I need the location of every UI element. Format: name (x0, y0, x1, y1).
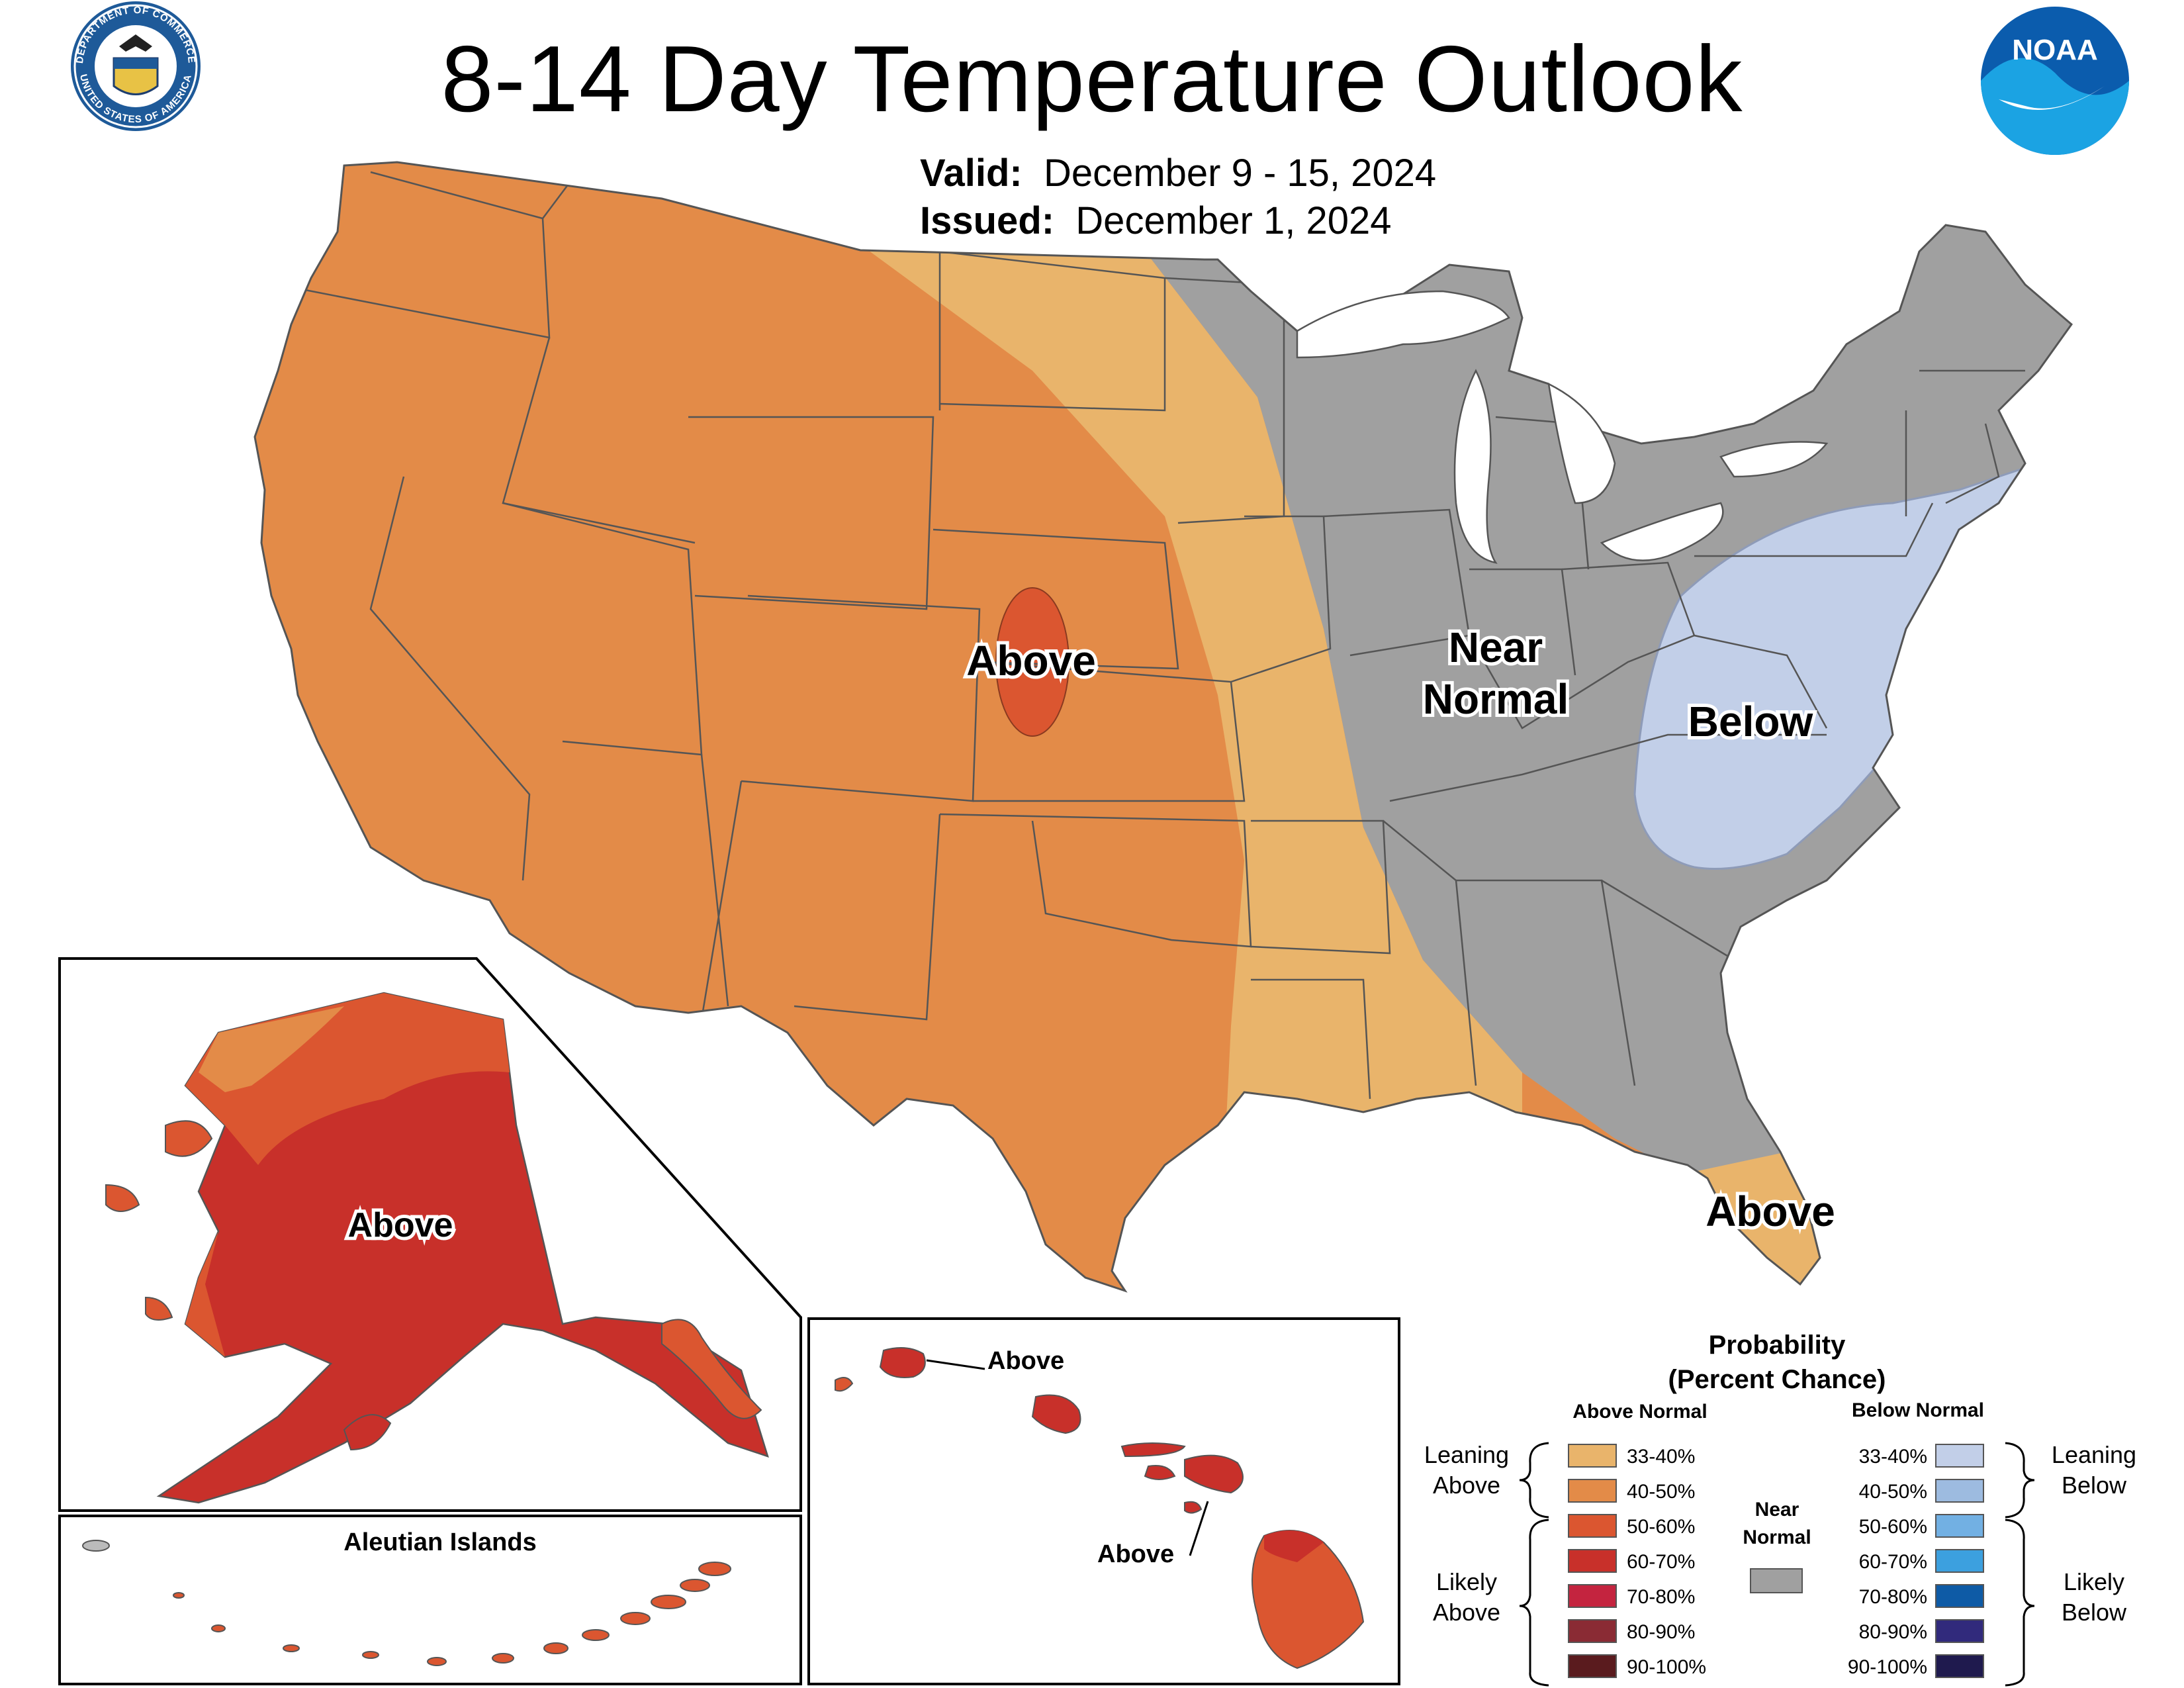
map-title: 8-14 Day Temperature Outlook (441, 26, 1743, 132)
legend-above-bin-swatch (1568, 1654, 1617, 1678)
legend-below-bin-label: 50-60% (1859, 1516, 1927, 1538)
conus-below-normal-area (1633, 461, 2040, 870)
legend-above-bin-swatch (1568, 1479, 1617, 1503)
commerce-seal-logo: DEPARTMENT OF COMMERCE UNITED STATES OF … (71, 1, 201, 131)
legend-likely-below-1: Likely (2064, 1568, 2124, 1595)
florida-above-label: Above (1706, 1188, 1835, 1235)
legend-near-1: Near (1755, 1499, 1799, 1521)
legend-above-bin-label: 80-90% (1627, 1621, 1695, 1643)
near-normal-label-2: Normal (1423, 675, 1569, 723)
valid-dates: December 9 - 15, 2024 (1043, 152, 1437, 195)
aleutian-title: Aleutian Islands (343, 1528, 536, 1556)
issued-line: Issued: December 1, 2024 (920, 199, 1391, 243)
issued-label: Issued: (920, 199, 1055, 242)
legend-below-bin-swatch (1935, 1619, 1984, 1643)
legend-below-bin-swatch (1935, 1479, 1984, 1503)
legend-below-bin-swatch (1935, 1549, 1984, 1573)
alaska-above-40-50 (199, 1006, 344, 1092)
legend-near-2: Normal (1743, 1526, 1811, 1548)
alaska-above-label: Above (348, 1206, 453, 1244)
legend-above-bin-label: 50-60% (1627, 1516, 1695, 1538)
hawaii-above-label-1: Above (987, 1347, 1064, 1375)
legend-leaning-above-2: Above (1433, 1472, 1500, 1499)
legend-above-bin-label: 40-50% (1627, 1481, 1695, 1503)
legend-above-bin-label: 60-70% (1627, 1551, 1695, 1573)
probability-legend: Probability (Percent Chance) Above Norma… (1424, 1331, 2136, 1687)
legend-below-header: Below Normal (1852, 1399, 1984, 1421)
conus-above-33-40-band (834, 225, 1522, 1158)
legend-below-bin-label: 80-90% (1859, 1621, 1927, 1643)
great-lakes (1296, 290, 1829, 564)
issued-date: December 1, 2024 (1075, 199, 1392, 242)
legend-above-bin-swatch (1568, 1514, 1617, 1538)
legend-likely-above-1: Likely (1436, 1568, 1497, 1595)
noaa-logo: NOAA (1981, 7, 2129, 155)
legend-below-bin-label: 40-50% (1859, 1481, 1927, 1503)
legend-leaning-below-1: Leaning (2052, 1441, 2136, 1468)
valid-label: Valid: (920, 152, 1023, 195)
aleutian-inset: Aleutian Islands (58, 1515, 802, 1685)
legend-above-bin-swatch (1568, 1444, 1617, 1468)
noaa-logo-text: NOAA (2012, 34, 2098, 66)
legend-below-bin-swatch (1935, 1654, 1984, 1678)
near-normal-label-1: Near (1449, 624, 1543, 671)
legend-likely-below-2: Below (2062, 1599, 2127, 1626)
legend-above-bin-label: 33-40% (1627, 1446, 1695, 1468)
legend-below-bin-label: 70-80% (1859, 1586, 1927, 1608)
valid-line: Valid: December 9 - 15, 2024 (920, 151, 1436, 195)
legend-above-bin-swatch (1568, 1619, 1617, 1643)
legend-below-bin-swatch (1935, 1584, 1984, 1608)
legend-above-bin-label: 90-100% (1627, 1656, 1706, 1678)
legend-title-1: Probability (1709, 1331, 1846, 1360)
legend-title-2: (Percent Chance) (1668, 1365, 1886, 1394)
legend-likely-above-2: Above (1433, 1599, 1500, 1626)
conus-above-label: Above (966, 637, 1096, 684)
below-label: Below (1688, 698, 1813, 745)
legend-leaning-above-1: Leaning (1424, 1441, 1509, 1468)
legend-above-bin-swatch (1568, 1584, 1617, 1608)
legend-above-bin-label: 70-80% (1627, 1586, 1695, 1608)
legend-below-bin-label: 33-40% (1859, 1446, 1927, 1468)
legend-below-bin-label: 60-70% (1859, 1551, 1927, 1573)
hawaii-above-label-2: Above (1097, 1540, 1174, 1568)
legend-below-bin-swatch (1935, 1514, 1984, 1538)
legend-above-header: Above Normal (1572, 1401, 1707, 1423)
legend-below-bin-swatch (1935, 1444, 1984, 1468)
legend-below-bin-label: 90-100% (1848, 1656, 1927, 1678)
hawaii-inset: Above Above (807, 1317, 1400, 1685)
legend-near-swatch (1750, 1568, 1803, 1593)
legend-leaning-below-2: Below (2062, 1472, 2127, 1499)
legend-above-bin-swatch (1568, 1549, 1617, 1573)
